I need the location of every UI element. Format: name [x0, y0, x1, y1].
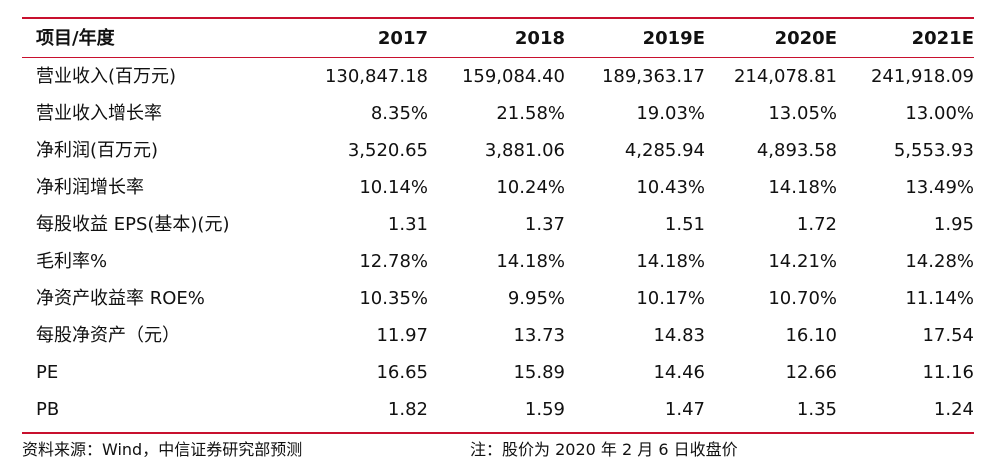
header-2020e: 2020E — [774, 27, 837, 49]
table-row: PB 1.82 1.59 1.47 1.35 1.24 — [22, 391, 974, 428]
table-cell: 9.95% — [507, 288, 565, 309]
table-cell: 3,520.65 — [347, 140, 428, 161]
table-cell: 15.89 — [513, 362, 565, 383]
table-cell: 19.03% — [636, 103, 705, 124]
table-cell: 16.65 — [376, 362, 428, 383]
table-cell: 10.35% — [359, 288, 428, 309]
table-cell: 1.82 — [387, 399, 428, 420]
table-row: 每股收益 EPS(基本)(元) 1.31 1.37 1.51 1.72 1.95 — [22, 206, 974, 243]
table-cell: 1.59 — [524, 399, 565, 420]
table-cell: 12.78% — [359, 251, 428, 272]
table-cell: 130,847.18 — [324, 66, 428, 87]
table-cell: 14.18% — [768, 177, 837, 198]
table-cell: 16.10 — [785, 325, 837, 346]
table-cell: 10.14% — [359, 177, 428, 198]
header-2018: 2018 — [514, 27, 565, 49]
table-cell: 10.17% — [636, 288, 705, 309]
table-cell: 1.31 — [387, 214, 428, 235]
row-label: 净利润(百万元) — [36, 140, 159, 161]
table-cell: 14.83 — [653, 325, 705, 346]
table-row: 营业收入增长率 8.35% 21.58% 19.03% 13.05% 13.00… — [22, 95, 974, 132]
top-rule — [22, 17, 974, 19]
table-cell: 3,881.06 — [484, 140, 565, 161]
table-cell: 14.21% — [768, 251, 837, 272]
table-row: PE 16.65 15.89 14.46 12.66 11.16 — [22, 354, 974, 391]
row-label: 营业收入(百万元) — [36, 66, 177, 87]
table-cell: 1.51 — [664, 214, 705, 235]
table-row: 净利润(百万元) 3,520.65 3,881.06 4,285.94 4,89… — [22, 132, 974, 169]
table-cell: 5,553.93 — [893, 140, 974, 161]
table-cell: 1.95 — [933, 214, 974, 235]
table-row: 净资产收益率 ROE% 10.35% 9.95% 10.17% 10.70% 1… — [22, 280, 974, 317]
row-label: PB — [36, 399, 60, 420]
table-cell: 4,893.58 — [756, 140, 837, 161]
table-cell: 10.43% — [636, 177, 705, 198]
table-cell: 17.54 — [922, 325, 974, 346]
table-cell: 10.24% — [496, 177, 565, 198]
table-cell: 14.46 — [653, 362, 705, 383]
table-cell: 241,918.09 — [870, 66, 974, 87]
table-cell: 13.00% — [905, 103, 974, 124]
table-cell: 10.70% — [768, 288, 837, 309]
table-cell: 1.24 — [933, 399, 974, 420]
table-cell: 1.35 — [796, 399, 837, 420]
table-cell: 13.05% — [768, 103, 837, 124]
table-cell: 214,078.81 — [733, 66, 837, 87]
table-cell: 13.49% — [905, 177, 974, 198]
table-cell: 1.37 — [524, 214, 565, 235]
header-row: 项目/年度 2017 2018 2019E 2020E 2021E — [22, 19, 974, 58]
row-label: 净资产收益率 ROE% — [36, 288, 205, 309]
table-cell: 13.73 — [513, 325, 565, 346]
row-label: 营业收入增长率 — [36, 103, 162, 124]
table-cell: 14.28% — [905, 251, 974, 272]
table-cell: 1.47 — [664, 399, 705, 420]
source-note: 资料来源：Wind，中信证券研究部预测 — [22, 440, 303, 459]
table-cell: 11.16 — [922, 362, 974, 383]
table-cell: 14.18% — [636, 251, 705, 272]
financial-table: 项目/年度 2017 2018 2019E 2020E 2021E 营业收入(百… — [22, 19, 974, 428]
table-cell: 14.18% — [496, 251, 565, 272]
table-cell: 4,285.94 — [624, 140, 705, 161]
bottom-rule — [22, 432, 974, 434]
header-2019e: 2019E — [642, 27, 705, 49]
table-cell: 11.97 — [376, 325, 428, 346]
table-cell: 1.72 — [796, 214, 837, 235]
table-row: 营业收入(百万元) 130,847.18 159,084.40 189,363.… — [22, 58, 974, 96]
header-2021e: 2021E — [911, 27, 974, 49]
row-label: 毛利率% — [36, 251, 108, 272]
table-cell: 11.14% — [905, 288, 974, 309]
row-label: 净利润增长率 — [36, 177, 144, 198]
table-cell: 21.58% — [496, 103, 565, 124]
price-date-note: 注：股价为 2020 年 2 月 6 日收盘价 — [470, 440, 738, 459]
table-cell: 8.35% — [370, 103, 428, 124]
table-row: 净利润增长率 10.14% 10.24% 10.43% 14.18% 13.49… — [22, 169, 974, 206]
row-label: 每股收益 EPS(基本)(元) — [36, 214, 230, 235]
table-cell: 189,363.17 — [601, 66, 705, 87]
header-item-year: 项目/年度 — [36, 27, 115, 49]
table-cell: 159,084.40 — [461, 66, 565, 87]
table-cell: 12.66 — [785, 362, 837, 383]
row-label: PE — [36, 362, 59, 383]
header-2017: 2017 — [377, 27, 428, 49]
table-row: 每股净资产（元） 11.97 13.73 14.83 16.10 17.54 — [22, 317, 974, 354]
table-row: 毛利率% 12.78% 14.18% 14.18% 14.21% 14.28% — [22, 243, 974, 280]
row-label: 每股净资产（元） — [36, 325, 180, 346]
